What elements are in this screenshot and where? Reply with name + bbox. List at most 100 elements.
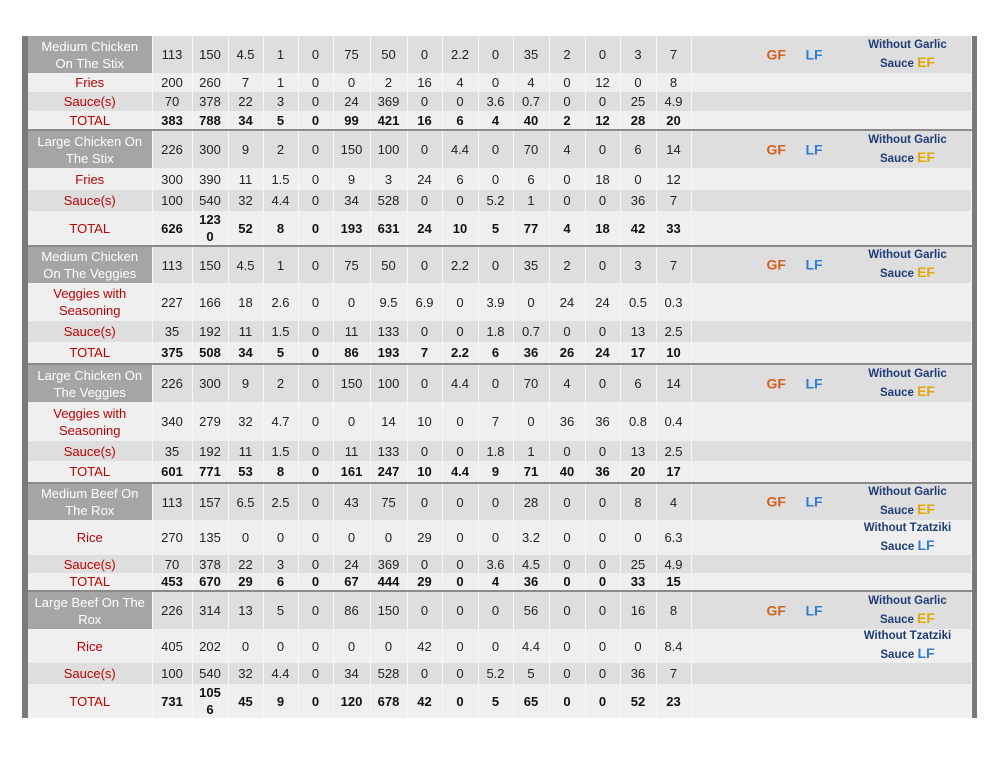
value-cell: 4.5 bbox=[228, 245, 264, 283]
total-row: TOTAL 601 771 53 8 0 161 247 10 4.4 9 71 40 36 20 17 bbox=[28, 461, 972, 483]
value-cell: 29 bbox=[407, 573, 443, 591]
value-cell: 3 bbox=[263, 555, 299, 573]
side-row: Rice 270 135 0 0 0 0 0 29 0 0 3.2 0 0 0 6.3 Without Tzat… bbox=[28, 520, 972, 555]
row-name: Fries bbox=[28, 168, 153, 190]
value-cell: 193 bbox=[370, 342, 408, 364]
value-cell: 161 bbox=[333, 461, 371, 483]
value-cell: 3 bbox=[263, 92, 299, 111]
value-cell: 8 bbox=[656, 590, 692, 629]
gluten-free-badge: GF bbox=[766, 256, 786, 273]
value-cell: 4.5 bbox=[513, 555, 550, 573]
row-name: Medium Chicken On The Veggies bbox=[28, 245, 153, 283]
value-cell: 0 bbox=[298, 321, 334, 342]
value-cell: 0 bbox=[298, 684, 334, 718]
value-cell: 70 bbox=[513, 129, 550, 168]
value-cell: 0 bbox=[333, 520, 371, 555]
value-cell: 0 bbox=[407, 245, 443, 283]
item-row: Medium Chicken On The Stix 113 150 4.5 1 0 75 5… bbox=[28, 36, 972, 73]
value-cell: 5 bbox=[513, 663, 550, 684]
value-cell: 0 bbox=[442, 555, 479, 573]
nutrition-table-sheet: Medium Chicken On The Stix 113 150 4.5 1 0 75 5… bbox=[22, 36, 977, 718]
value-cell: 7 bbox=[656, 663, 692, 684]
value-cell: 0 bbox=[298, 73, 334, 92]
diet-tags-cell bbox=[691, 190, 972, 211]
value-cell: 0 bbox=[585, 573, 621, 591]
diet-tags-cell bbox=[691, 684, 972, 718]
value-cell: 24 bbox=[585, 283, 621, 321]
value-cell: 378 bbox=[192, 555, 229, 573]
value-cell: 150 bbox=[333, 363, 371, 402]
value-cell: 0 bbox=[549, 555, 586, 573]
value-cell: 453 bbox=[152, 573, 193, 591]
value-cell: 4.4 bbox=[442, 129, 479, 168]
value-cell: 200 bbox=[152, 73, 193, 92]
value-cell: 0 bbox=[585, 629, 621, 663]
modification-note: Without Tzatziki Sauce LF bbox=[853, 629, 963, 663]
value-cell: 13 bbox=[228, 590, 264, 629]
value-cell: 0 bbox=[585, 590, 621, 629]
value-cell: 22 bbox=[228, 92, 264, 111]
value-cell: 43 bbox=[333, 482, 371, 520]
value-cell: 0 bbox=[298, 283, 334, 321]
value-cell: 12 bbox=[585, 111, 621, 130]
value-cell: 34 bbox=[333, 663, 371, 684]
value-cell: 601 bbox=[152, 461, 193, 483]
value-cell: 9 bbox=[228, 363, 264, 402]
side-row: Fries 200 260 7 1 0 0 2 16 4 0 4 0 12 0 8 bbox=[28, 73, 972, 92]
value-cell: 16 bbox=[407, 111, 443, 130]
value-cell: 0 bbox=[298, 461, 334, 483]
diet-tags-cell bbox=[691, 168, 972, 190]
value-cell: 0 bbox=[407, 129, 443, 168]
value-cell: 3 bbox=[370, 168, 408, 190]
value-cell: 34 bbox=[228, 111, 264, 130]
value-cell: 40 bbox=[513, 111, 550, 130]
side-row: Sauce(s) 100 540 32 4.4 0 34 528 0 0 5.2 1 0 0 36 7 bbox=[28, 190, 972, 211]
value-cell: 0 bbox=[478, 363, 514, 402]
value-cell: 0 bbox=[298, 363, 334, 402]
value-cell: 0 bbox=[263, 520, 299, 555]
note-text: Without Garlic Sauce bbox=[868, 486, 947, 517]
value-cell: 626 bbox=[152, 211, 193, 246]
value-cell: 2 bbox=[370, 73, 408, 92]
value-cell: 670 bbox=[192, 573, 229, 591]
value-cell: 36 bbox=[549, 402, 586, 441]
value-cell: 0 bbox=[370, 520, 408, 555]
value-cell: 20 bbox=[620, 461, 657, 483]
value-cell: 0 bbox=[478, 482, 514, 520]
value-cell: 135 bbox=[192, 520, 229, 555]
value-cell: 0 bbox=[407, 590, 443, 629]
value-cell: 4.4 bbox=[263, 663, 299, 684]
value-cell: 0 bbox=[549, 663, 586, 684]
value-cell: 0 bbox=[478, 168, 514, 190]
value-cell: 0 bbox=[442, 402, 479, 441]
value-cell: 26 bbox=[549, 342, 586, 364]
value-cell: 6 bbox=[620, 129, 657, 168]
value-cell: 75 bbox=[333, 245, 371, 283]
diet-tags-cell bbox=[691, 342, 972, 364]
value-cell: 0 bbox=[298, 190, 334, 211]
value-cell: 42 bbox=[407, 629, 443, 663]
diet-tags-cell bbox=[691, 663, 972, 684]
value-cell: 0 bbox=[333, 402, 371, 441]
value-cell: 4.9 bbox=[656, 92, 692, 111]
value-cell: 0 bbox=[442, 663, 479, 684]
value-cell: 70 bbox=[513, 363, 550, 402]
value-cell: 3.6 bbox=[478, 555, 514, 573]
value-cell: 0 bbox=[620, 168, 657, 190]
value-cell: 2.6 bbox=[263, 283, 299, 321]
value-cell: 369 bbox=[370, 555, 408, 573]
value-cell: 0 bbox=[442, 190, 479, 211]
value-cell: 150 bbox=[333, 129, 371, 168]
value-cell: 528 bbox=[370, 663, 408, 684]
value-cell: 8 bbox=[656, 73, 692, 92]
value-cell: 13 bbox=[620, 321, 657, 342]
value-cell: 67 bbox=[333, 573, 371, 591]
value-cell: 100 bbox=[370, 129, 408, 168]
value-cell: 0 bbox=[585, 441, 621, 461]
value-cell: 0 bbox=[298, 663, 334, 684]
egg-free-badge: EF bbox=[917, 382, 935, 399]
value-cell: 1.5 bbox=[263, 441, 299, 461]
value-cell: 16 bbox=[407, 73, 443, 92]
item-row: Large Beef On The Rox 226 314 13 5 0 86 150 0 0 0 5… bbox=[28, 590, 972, 629]
value-cell: 0 bbox=[298, 555, 334, 573]
